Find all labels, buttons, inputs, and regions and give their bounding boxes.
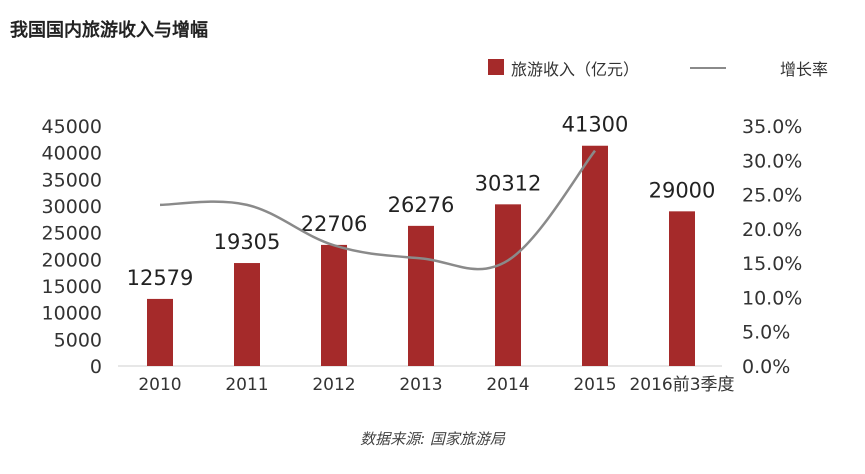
left-axis-tick-label: 30000 xyxy=(42,196,102,218)
x-axis-category-label: 2010 xyxy=(138,375,181,395)
revenue-bar xyxy=(495,204,521,366)
right-axis-tick-label: 0.0% xyxy=(742,356,790,378)
right-axis-tick-label: 5.0% xyxy=(742,322,790,344)
right-axis-tick-label: 15.0% xyxy=(742,253,802,275)
right-axis-tick-label: 10.0% xyxy=(742,287,802,309)
left-axis-tick-label: 0 xyxy=(90,356,102,378)
left-axis-tick-label: 45000 xyxy=(42,116,102,138)
revenue-data-label: 30312 xyxy=(475,171,542,195)
x-axis-category-label: 2014 xyxy=(486,375,529,395)
revenue-data-label: 41300 xyxy=(562,113,629,137)
legend-bar-swatch xyxy=(488,59,504,75)
x-axis-category-label: 2013 xyxy=(399,375,442,395)
x-axis-category-label: 2015 xyxy=(573,375,616,395)
data-source-note: 数据来源: 国家旅游局 xyxy=(360,430,505,448)
growth-rate-line xyxy=(159,149,596,271)
revenue-data-label: 26276 xyxy=(388,193,455,217)
legend-bar-label: 旅游收入（亿元） xyxy=(511,60,640,79)
revenue-bar xyxy=(321,244,347,366)
revenue-bar xyxy=(234,263,260,366)
left-axis-tick-label: 10000 xyxy=(42,303,102,325)
revenue-bar xyxy=(582,145,608,366)
revenue-data-label: 12579 xyxy=(127,266,194,290)
revenue-bar xyxy=(408,225,434,366)
revenue-bar xyxy=(669,211,695,366)
revenue-data-label: 29000 xyxy=(649,178,716,202)
right-axis-tick-label: 35.0% xyxy=(742,116,802,138)
x-axis-category-label: 2016前3季度 xyxy=(629,375,734,395)
left-axis-tick-label: 35000 xyxy=(42,169,102,191)
right-axis-tick-label: 20.0% xyxy=(742,219,802,241)
revenue-data-label: 19305 xyxy=(214,230,281,254)
left-axis-tick-label: 40000 xyxy=(42,143,102,165)
right-axis-tick-label: 30.0% xyxy=(742,150,802,172)
right-axis-tick-label: 25.0% xyxy=(742,185,802,207)
left-axis-tick-label: 5000 xyxy=(54,329,102,351)
legend-line-swatch xyxy=(690,67,726,69)
legend-line-label: 增长率 xyxy=(780,60,829,79)
left-axis-tick-label: 25000 xyxy=(42,223,102,245)
chart-title: 我国国内旅游收入与增幅 xyxy=(10,20,208,41)
left-axis-tick-label: 20000 xyxy=(42,249,102,271)
x-axis-category-label: 2011 xyxy=(225,375,268,395)
x-axis-category-label: 2012 xyxy=(312,375,355,395)
revenue-bar xyxy=(147,298,173,366)
revenue-data-label: 22706 xyxy=(301,212,368,236)
left-axis-tick-label: 15000 xyxy=(42,276,102,298)
chart-legend: 旅游收入（亿元） 增长率 xyxy=(0,56,865,80)
